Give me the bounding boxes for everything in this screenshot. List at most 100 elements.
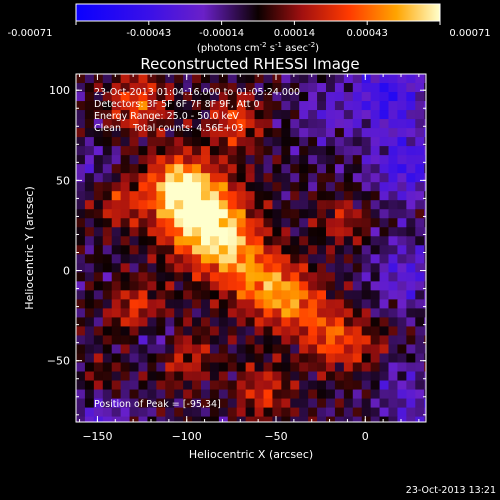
- heatmap-cell: [433, 101, 443, 111]
- heatmap-cell: [218, 263, 229, 273]
- heatmap-cell: [147, 344, 157, 355]
- heatmap-cell: [263, 191, 274, 201]
- heatmap-cell: [245, 371, 256, 382]
- heatmap-cell: [263, 380, 274, 391]
- heatmap-cell: [424, 146, 426, 156]
- heatmap-cell: [272, 74, 282, 84]
- heatmap-cell: [352, 326, 363, 337]
- heatmap-cell: [361, 272, 372, 282]
- heatmap-cell: [209, 173, 220, 183]
- heatmap-cell: [334, 128, 345, 138]
- heatmap-cell: [299, 173, 309, 183]
- heatmap-cell: [236, 110, 247, 120]
- heatmap-cell: [156, 173, 166, 183]
- heatmap-cell: [245, 110, 256, 120]
- heatmap-cell: [424, 272, 426, 282]
- heatmap-cell: [183, 155, 193, 165]
- heatmap-cell: [352, 74, 363, 84]
- heatmap-cell: [299, 254, 309, 264]
- heatmap-cell: [84, 398, 95, 409]
- heatmap-cell: [433, 245, 443, 255]
- heatmap-cell: [361, 317, 372, 328]
- heatmap-cell: [156, 371, 166, 382]
- colorbar: [75, 3, 441, 22]
- heatmap-cell: [236, 164, 247, 174]
- heatmap-cell: [281, 92, 291, 102]
- heatmap-cell: [317, 362, 327, 373]
- heatmap-cell: [76, 101, 86, 111]
- heatmap-cell: [120, 245, 131, 255]
- heatmap-cell: [299, 317, 309, 328]
- heatmap-cell: [209, 335, 220, 346]
- heatmap-cell: [209, 407, 220, 418]
- heatmap-cell: [281, 290, 291, 300]
- heatmap-cell: [129, 362, 140, 373]
- heatmap-cell: [397, 101, 407, 111]
- heatmap-cell: [129, 371, 140, 382]
- heatmap-cell: [111, 146, 122, 156]
- heatmap-cell: [76, 74, 86, 84]
- heatmap-cell: [281, 272, 291, 282]
- heatmap-cell: [379, 362, 390, 373]
- heatmap-cell: [93, 227, 104, 237]
- heatmap-cell: [102, 380, 113, 391]
- heatmap-cell: [183, 380, 193, 391]
- heatmap-cell: [227, 380, 238, 391]
- heatmap-cell: [111, 83, 122, 93]
- heatmap-cell: [201, 74, 211, 84]
- heatmap-cell: [120, 281, 131, 291]
- heatmap-cell: [326, 74, 336, 84]
- heatmap-cell: [165, 290, 175, 300]
- heatmap-cell: [192, 407, 202, 418]
- heatmap-cell: [317, 173, 327, 183]
- heatmap-cell: [433, 263, 443, 273]
- heatmap-cell: [433, 417, 443, 427]
- heatmap-cell: [93, 272, 104, 282]
- heatmap-cell: [415, 137, 425, 147]
- heatmap-cell: [156, 227, 166, 237]
- heatmap-cell: [102, 101, 113, 111]
- heatmap-cell: [218, 389, 229, 400]
- heatmap-cell: [192, 155, 202, 165]
- heatmap-cell: [397, 218, 407, 228]
- heatmap-cell: [218, 335, 229, 346]
- heatmap-cell: [380, 426, 390, 436]
- heatmap-cell: [254, 128, 265, 138]
- heatmap-cell: [334, 155, 345, 165]
- heatmap-cell: [84, 200, 95, 210]
- heatmap-cell: [76, 236, 86, 246]
- heatmap-cell: [326, 164, 336, 174]
- heatmap-cell: [290, 290, 300, 300]
- heatmap-cell: [433, 227, 443, 237]
- heatmap-cell: [343, 137, 354, 147]
- heatmap-cell: [272, 398, 282, 409]
- heatmap-cell: [433, 92, 443, 102]
- heatmap-cell: [120, 263, 131, 273]
- y-tick-label: 0: [63, 265, 70, 278]
- heatmap-cell: [245, 416, 256, 422]
- heatmap-cell: [424, 308, 426, 319]
- heatmap-cell: [201, 263, 211, 273]
- heatmap-cell: [361, 299, 372, 310]
- heatmap-cell: [138, 317, 149, 328]
- heatmap-cell: [388, 101, 399, 111]
- heatmap-cell: [254, 299, 265, 310]
- heatmap-cell: [415, 200, 425, 210]
- heatmap-cell: [299, 389, 309, 400]
- heatmap-cell: [165, 326, 175, 337]
- heatmap-cell: [245, 209, 256, 219]
- heatmap-cell: [415, 317, 425, 328]
- heatmap-cell: [254, 380, 265, 391]
- heatmap-cell: [317, 101, 327, 111]
- heatmap-cell: [192, 245, 202, 255]
- heatmap-cell: [272, 326, 282, 337]
- heatmap-cell: [433, 155, 443, 165]
- heatmap-cell: [424, 290, 426, 300]
- heatmap-cell: [388, 371, 399, 382]
- heatmap-cell: [120, 353, 131, 364]
- heatmap-cell: [156, 164, 166, 174]
- heatmap-cell: [201, 389, 211, 400]
- heatmap-cell: [218, 128, 229, 138]
- heatmap-cell: [129, 335, 140, 346]
- heatmap-cell: [272, 227, 282, 237]
